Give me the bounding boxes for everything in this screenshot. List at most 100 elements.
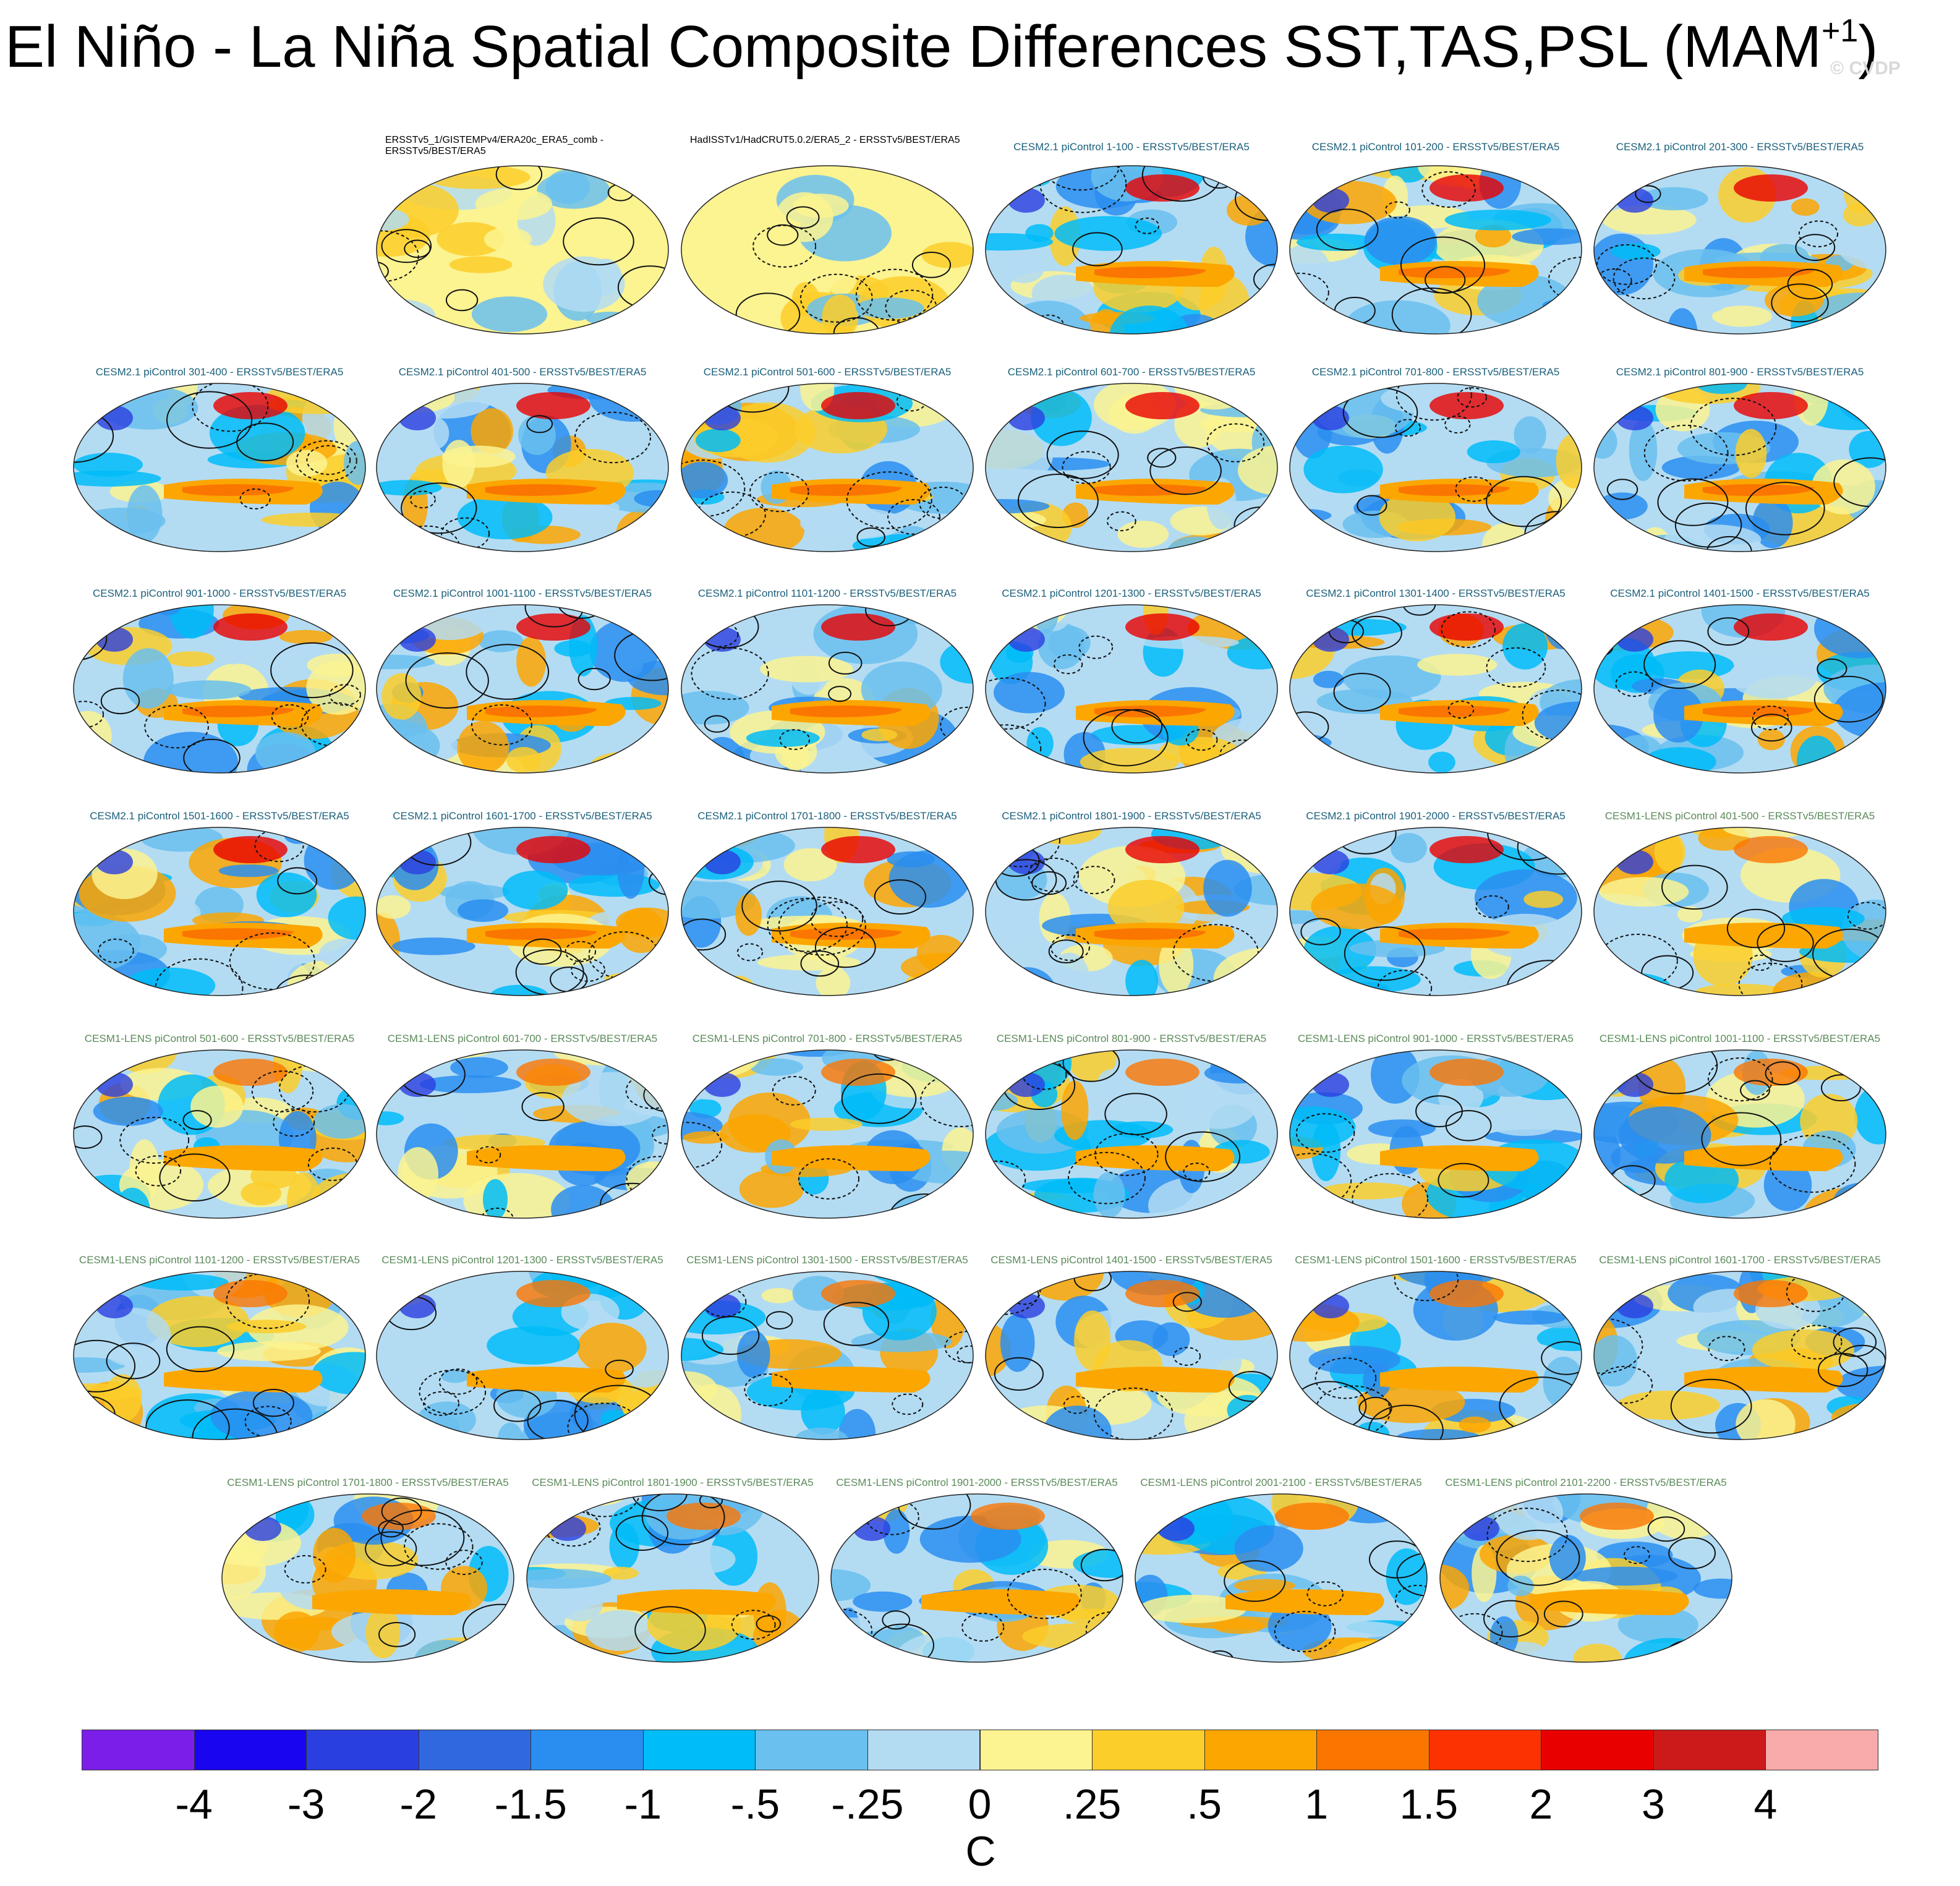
psl-contour xyxy=(74,827,101,860)
psl-contour xyxy=(892,1393,924,1415)
psl-contour xyxy=(296,440,357,482)
anomaly-blob xyxy=(545,169,590,205)
psl-contour xyxy=(1745,482,1825,536)
map-plot xyxy=(681,1049,974,1219)
anomaly-blob xyxy=(97,1307,171,1367)
anomaly-blob xyxy=(1765,284,1824,317)
map-border xyxy=(681,165,974,335)
panel-label: CESM2.1 piControl 101-200 - ERSSTv5/BEST… xyxy=(1311,141,1560,153)
anomaly-blob xyxy=(425,166,530,189)
panel-label: CESM1-LENS piControl 2001-2100 - ERSSTv5… xyxy=(1140,1477,1422,1488)
panel-label: CESM2.1 piControl 1301-1400 - ERSSTv5/BE… xyxy=(1306,587,1566,599)
psl-contour xyxy=(1751,714,1792,742)
map-border xyxy=(1289,165,1582,335)
anomaly-blob xyxy=(822,294,859,334)
psl-contour xyxy=(1073,866,1115,895)
anomaly-blob xyxy=(1237,445,1277,496)
psl-contour xyxy=(856,527,885,547)
map-plot xyxy=(376,165,669,335)
psl-contour xyxy=(823,1302,890,1346)
anomaly-blob xyxy=(794,1427,849,1440)
psl-contour xyxy=(887,499,940,535)
map-plot xyxy=(376,1271,669,1440)
map-border xyxy=(376,165,669,335)
psl-contour xyxy=(828,686,852,702)
warm-tongue-core xyxy=(1399,706,1510,717)
panel-label: CESM1-LENS piControl 1901-2000 - ERSSTv5… xyxy=(836,1477,1118,1488)
anomaly-blob xyxy=(723,508,805,552)
colorbar-box xyxy=(1092,1730,1205,1770)
map-panel: CESM2.1 piControl 301-400 - ERSSTv5/BEST… xyxy=(71,366,368,554)
psl-contour xyxy=(466,644,550,700)
map-panel: CESM2.1 piControl 1001-1100 - ERSSTv5/BE… xyxy=(374,587,671,775)
anomaly-blob xyxy=(1830,383,1886,405)
psl-contour xyxy=(445,1550,483,1576)
colorbar-tick-label: 1.5 xyxy=(1399,1781,1459,1828)
psl-contour xyxy=(1048,939,1084,964)
psl-contour xyxy=(1623,1546,1650,1564)
anomaly-blob xyxy=(1042,1405,1112,1440)
psl-contour xyxy=(1818,1353,1868,1387)
psl-contour xyxy=(994,1357,1044,1391)
anomaly-blob xyxy=(1213,1619,1264,1634)
anomaly-blob xyxy=(681,1419,733,1440)
anomaly-blob xyxy=(986,524,1036,552)
psl-contour xyxy=(624,383,658,402)
map-border xyxy=(681,604,974,774)
map-panel: CESM1-LENS piControl 1801-1900 - ERSSTv5… xyxy=(524,1477,821,1665)
map-plot xyxy=(985,827,1278,996)
psl-contour xyxy=(1817,659,1847,680)
anomaly-blob xyxy=(1693,1578,1732,1599)
anomaly-blob xyxy=(136,1274,229,1291)
warm-tongue-core xyxy=(1399,1372,1510,1384)
panel-label: CESM2.1 piControl 1801-1900 - ERSSTv5/BE… xyxy=(1002,810,1261,822)
anomaly-blob xyxy=(1531,1060,1582,1074)
anomaly-blob xyxy=(887,851,935,868)
title-close: ) xyxy=(1858,14,1878,80)
anomaly-blob xyxy=(450,1057,508,1078)
anomaly-blob xyxy=(1292,538,1339,552)
anomaly-blob xyxy=(1594,166,1633,202)
psl-contour xyxy=(1290,272,1329,313)
psl-contour xyxy=(270,642,354,699)
anomaly-blob xyxy=(490,984,549,996)
anomaly-blob xyxy=(831,1569,871,1602)
panel-label: CESM2.1 piControl 1101-1200 - ERSSTv5/BE… xyxy=(697,587,957,599)
anomaly-blob xyxy=(484,227,532,252)
anomaly-blob xyxy=(1525,984,1575,996)
anomaly-blob xyxy=(1073,1549,1123,1578)
anomaly-blob xyxy=(1054,216,1162,251)
north-pacific-anomaly xyxy=(1430,1059,1504,1086)
warm-tongue-core xyxy=(1703,267,1814,278)
map-panel: CESM1-LENS piControl 701-800 - ERSSTv5/B… xyxy=(679,1033,976,1221)
anomaly-blob xyxy=(1594,233,1653,296)
map-panel: CESM2.1 piControl 201-300 - ERSSTv5/BEST… xyxy=(1591,141,1888,336)
anomaly-blob xyxy=(457,899,509,922)
anomaly-blob xyxy=(381,673,422,720)
psl-contour xyxy=(1517,827,1582,875)
warm-tongue-core xyxy=(790,484,901,496)
anomaly-blob xyxy=(1290,1106,1356,1148)
anomaly-blob xyxy=(936,383,973,415)
anomaly-blob xyxy=(1203,860,1252,917)
colorbar-box xyxy=(1765,1730,1878,1770)
anomaly-blob xyxy=(691,607,716,630)
map-plot xyxy=(985,165,1278,335)
panel-label: CESM1-LENS piControl 901-1000 - ERSSTv5/… xyxy=(1298,1033,1574,1044)
anomaly-blob xyxy=(516,636,547,687)
map-plot xyxy=(73,604,366,774)
anomaly-blob xyxy=(953,383,973,395)
anomaly-blob xyxy=(313,1527,356,1583)
anomaly-blob xyxy=(1611,243,1661,260)
anomaly-blob xyxy=(953,963,973,996)
colorbar-box xyxy=(306,1730,419,1770)
anomaly-blob xyxy=(650,1410,668,1440)
anomaly-blob xyxy=(1594,960,1623,996)
anomaly-blob xyxy=(313,1104,365,1139)
anomaly-blob xyxy=(1763,1159,1812,1211)
psl-contour xyxy=(300,983,338,996)
psl-contour xyxy=(377,383,412,424)
psl-contour xyxy=(438,1368,478,1395)
anomaly-blob xyxy=(1543,1357,1582,1409)
psl-contour xyxy=(239,488,271,510)
